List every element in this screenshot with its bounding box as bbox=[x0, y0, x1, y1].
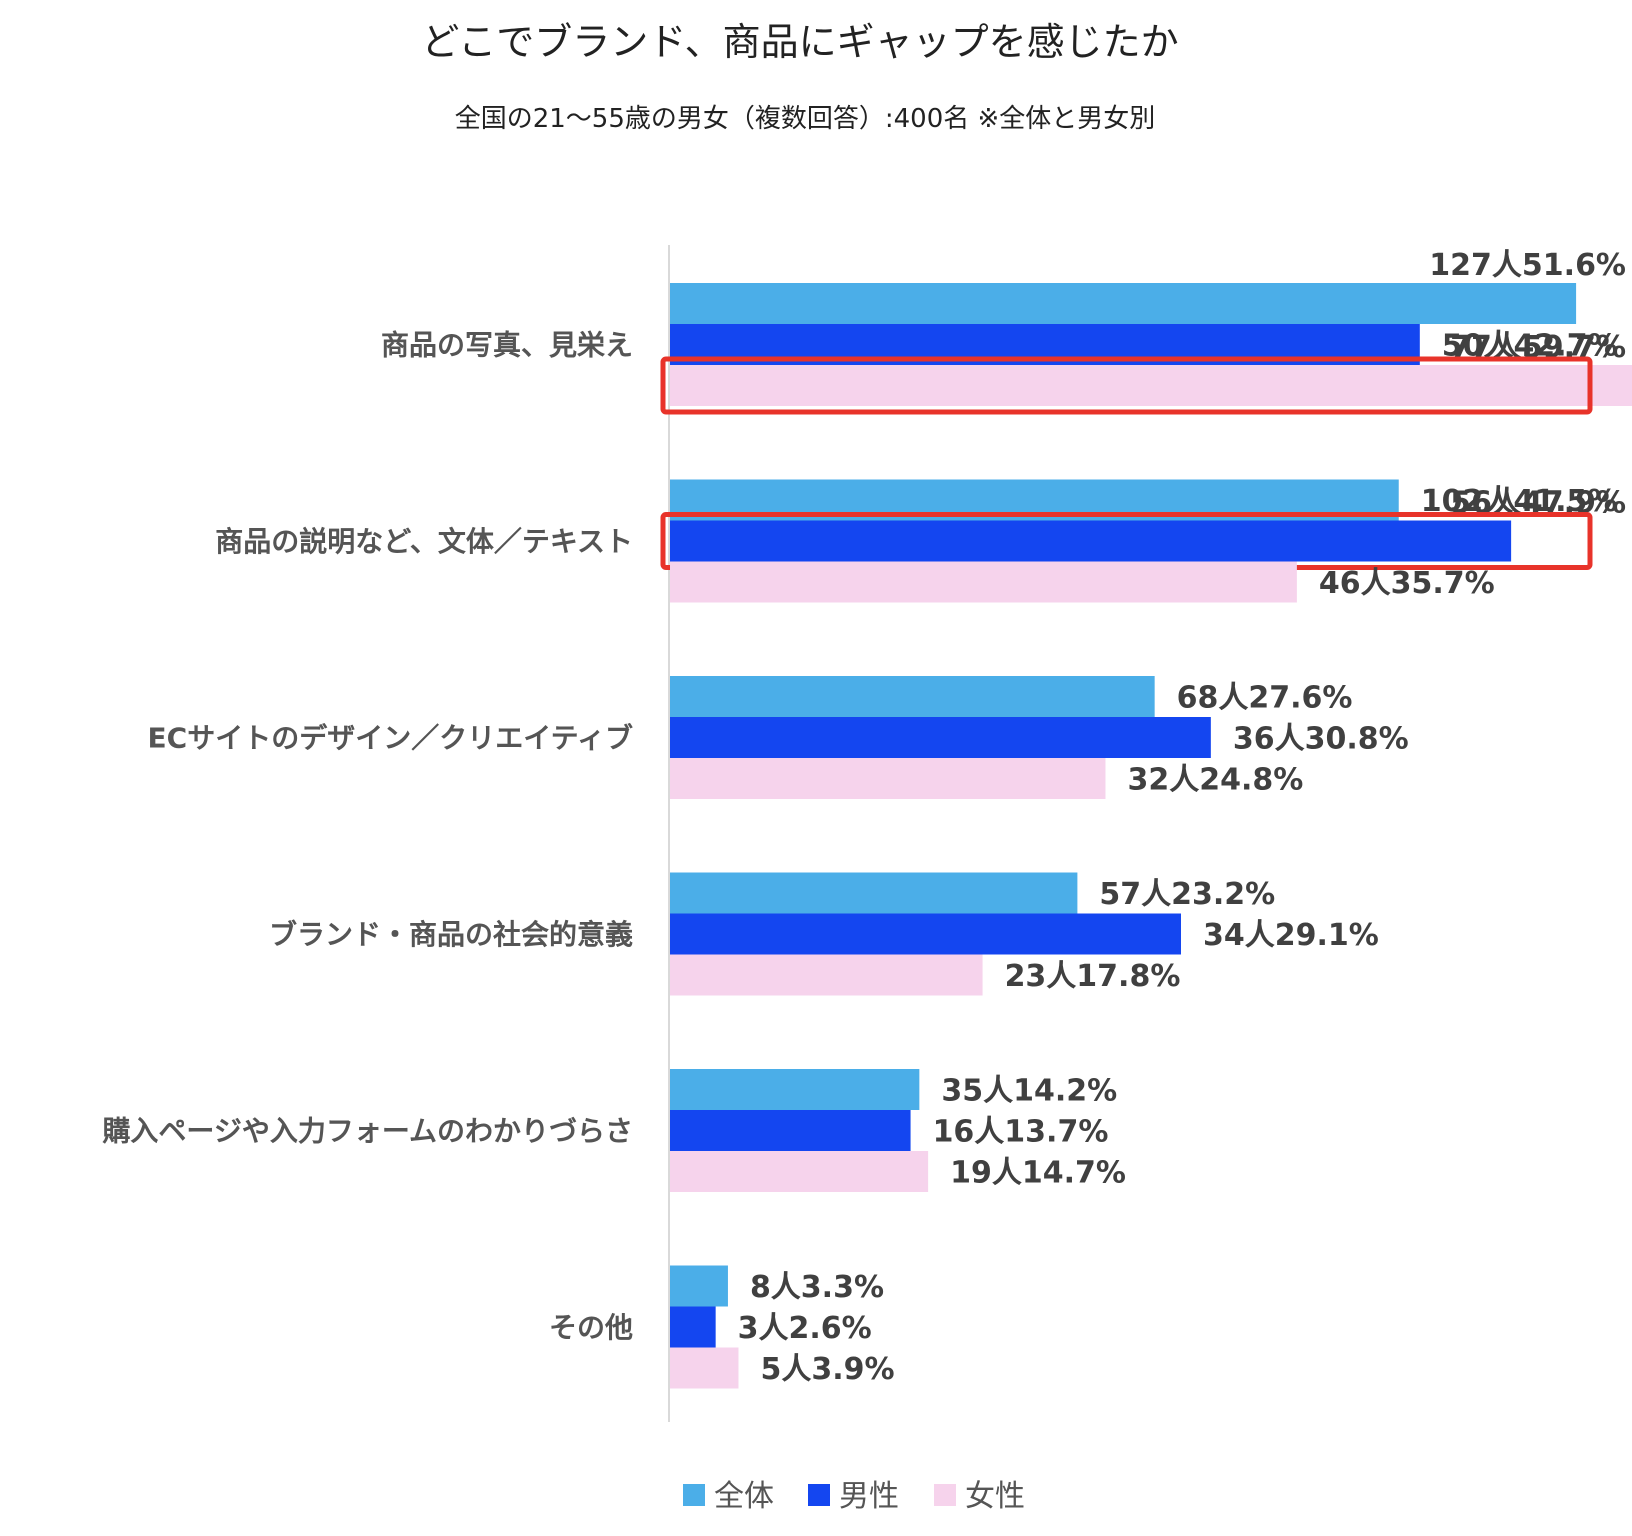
legend: 全体 男性 女性 bbox=[683, 1479, 1025, 1514]
bar-全体 bbox=[670, 872, 1078, 914]
category-label: 商品の説明など、文体／テキスト bbox=[215, 525, 633, 558]
bar-全体 bbox=[670, 676, 1155, 717]
legend-swatch bbox=[808, 1484, 830, 1506]
chart-title: どこでブランド、商品にギャップを感じたか bbox=[421, 20, 1178, 64]
legend-label: 女性 bbox=[965, 1479, 1025, 1514]
data-label: 46人35.7% bbox=[1319, 566, 1495, 601]
bar-全体 bbox=[670, 283, 1577, 324]
data-label: 8人3.3% bbox=[750, 1270, 884, 1305]
bar-全体 bbox=[670, 1069, 920, 1110]
bar-全体 bbox=[670, 1265, 728, 1307]
data-label: 35人14.2% bbox=[941, 1074, 1117, 1109]
bar-男性 bbox=[670, 913, 1181, 955]
data-label: 5人3.9% bbox=[760, 1352, 894, 1387]
bar-男性 bbox=[670, 1110, 911, 1151]
data-label: 68人27.6% bbox=[1177, 681, 1353, 716]
bar-女性 bbox=[670, 1151, 929, 1192]
data-label: 36人30.8% bbox=[1233, 722, 1409, 757]
bar-女性 bbox=[670, 561, 1297, 603]
plot-area: 商品の写真、見栄え127人51.6%50人42.7%77人59.7%商品の説明な… bbox=[102, 248, 1632, 1389]
bar-女性 bbox=[670, 758, 1106, 799]
legend-swatch bbox=[683, 1484, 705, 1506]
data-label: 57人23.2% bbox=[1099, 877, 1275, 912]
bar-男性 bbox=[670, 1306, 716, 1348]
bar-男性 bbox=[670, 520, 1512, 562]
bar-女性 bbox=[670, 954, 983, 996]
category-label: ECサイトのデザイン／クリエイティブ bbox=[148, 722, 633, 755]
data-label: 16人13.7% bbox=[933, 1115, 1109, 1150]
data-label: 32人24.8% bbox=[1127, 763, 1303, 798]
bar-男性 bbox=[670, 717, 1211, 758]
data-label: 34人29.1% bbox=[1203, 918, 1379, 953]
legend-label: 男性 bbox=[839, 1479, 899, 1514]
data-label: 127人51.6% bbox=[1429, 248, 1626, 283]
category-label: その他 bbox=[549, 1311, 633, 1344]
data-label: 3人2.6% bbox=[738, 1311, 872, 1346]
category-label: 商品の写真、見栄え bbox=[381, 329, 633, 362]
legend-label: 全体 bbox=[714, 1479, 774, 1514]
highlight-box bbox=[660, 356, 1593, 415]
bar-女性 bbox=[670, 1347, 739, 1389]
chart-subtitle: 全国の21〜55歳の男女（複数回答）:400名 ※全体と男女別 bbox=[455, 104, 1156, 134]
bar-女性 bbox=[670, 365, 1632, 406]
category-label: ブランド・商品の社会的意義 bbox=[269, 918, 633, 951]
data-label: 19人14.7% bbox=[950, 1156, 1126, 1191]
legend-swatch bbox=[934, 1484, 956, 1506]
data-label: 23人17.8% bbox=[1005, 959, 1181, 994]
category-label: 購入ページや入力フォームのわかりづらさ bbox=[102, 1115, 633, 1148]
